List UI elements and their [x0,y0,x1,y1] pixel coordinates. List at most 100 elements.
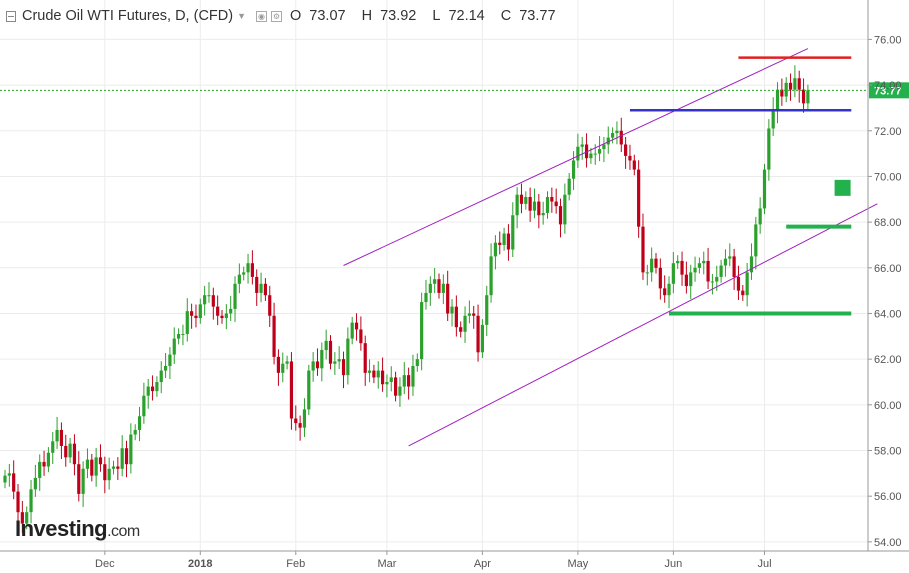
candle [181,324,185,346]
candle-body [433,279,437,284]
x-tick-label: Apr [474,558,491,570]
candle [107,457,111,490]
candle [493,235,498,270]
candle [398,377,402,407]
channel-trendline [408,203,878,447]
candle [645,264,649,286]
collapse-icon[interactable] [6,10,16,22]
y-tick-label: 64.00 [874,308,902,320]
candle-body [172,338,176,355]
candle [333,352,337,375]
candle [502,227,506,251]
candle [441,274,445,305]
candle-body [177,334,181,339]
candle-body [446,283,450,314]
candle-body [146,386,150,396]
candle-body [7,473,11,476]
candle-body [597,149,602,154]
candle-body [298,423,302,428]
candle [285,355,289,370]
candle [389,366,393,392]
candle [272,302,276,365]
candle-body [311,361,315,371]
candle [519,183,524,214]
candle [163,352,168,379]
candle [98,444,103,472]
candle [81,461,85,507]
candle [20,500,24,533]
candle [736,265,741,300]
candle [324,329,328,360]
candle-body [33,477,37,490]
candle [315,348,320,376]
candle-body [437,279,441,293]
last-price-label: 73.77 [874,85,902,97]
candle [459,321,463,338]
candle-body [263,283,267,296]
eye-icon[interactable]: ◉ [256,10,267,22]
candle-body [12,473,16,492]
candle-body [46,452,50,467]
candle [142,382,146,424]
candle-body [511,215,515,250]
candle-body [650,258,654,273]
candle-body [207,295,211,297]
candle-body [658,267,662,289]
candle [194,304,198,328]
candle-body [467,313,471,316]
candle [411,354,415,396]
candle [571,151,576,190]
candle-body [450,306,454,314]
candle-body [663,288,667,296]
candle-body [324,340,328,351]
x-tick-label: Feb [286,558,305,570]
candle [224,304,228,330]
candle-body [350,322,354,339]
candle-body [424,292,428,303]
candle-body [124,448,129,465]
candle-body [354,322,359,330]
candle [320,342,324,382]
candle-body [537,201,541,216]
candle-body [320,350,324,369]
candle-body [606,137,610,145]
candle-body [593,153,597,155]
candle-body [697,263,701,268]
candle-body [780,89,784,97]
candle-body [315,361,320,369]
candle-body [389,377,393,382]
candle [780,78,784,106]
candle-body [767,128,771,170]
candle [172,327,176,364]
settings-gear-icon[interactable]: ⚙ [271,10,282,22]
candle-body [85,459,90,469]
candle-body [571,160,576,179]
candle [359,316,363,351]
candle [233,276,237,322]
candle-body [72,443,77,465]
x-tick-label: Mar [377,558,396,570]
candle [259,272,263,303]
chevron-down-icon[interactable]: ▼ [237,11,246,21]
candle [576,133,580,168]
candle-body [693,267,697,273]
candle [25,506,29,530]
candle [762,163,767,215]
candle-body [198,304,202,319]
candle [16,484,20,526]
candle-body [150,386,155,392]
candle [680,251,684,286]
candle-body [702,260,706,264]
candle [103,456,107,494]
candle [120,435,124,477]
candle [624,136,628,169]
x-tick-label: 2018 [188,558,212,570]
ohlc-high: H 73.92 [361,8,417,24]
candle [615,121,619,145]
candle-body [116,466,120,469]
x-tick-label: Jun [664,558,682,570]
ohlc-close: C 73.77 [500,8,556,24]
candle [367,359,372,383]
candle [745,263,749,307]
